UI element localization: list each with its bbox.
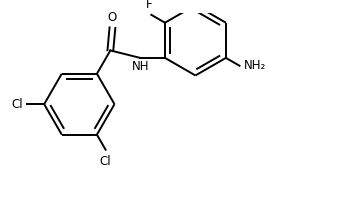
Text: NH: NH xyxy=(132,60,149,73)
Text: NH₂: NH₂ xyxy=(244,59,266,72)
Text: O: O xyxy=(108,10,117,24)
Text: Cl: Cl xyxy=(11,98,23,111)
Text: Cl: Cl xyxy=(100,155,111,168)
Text: F: F xyxy=(146,0,153,11)
